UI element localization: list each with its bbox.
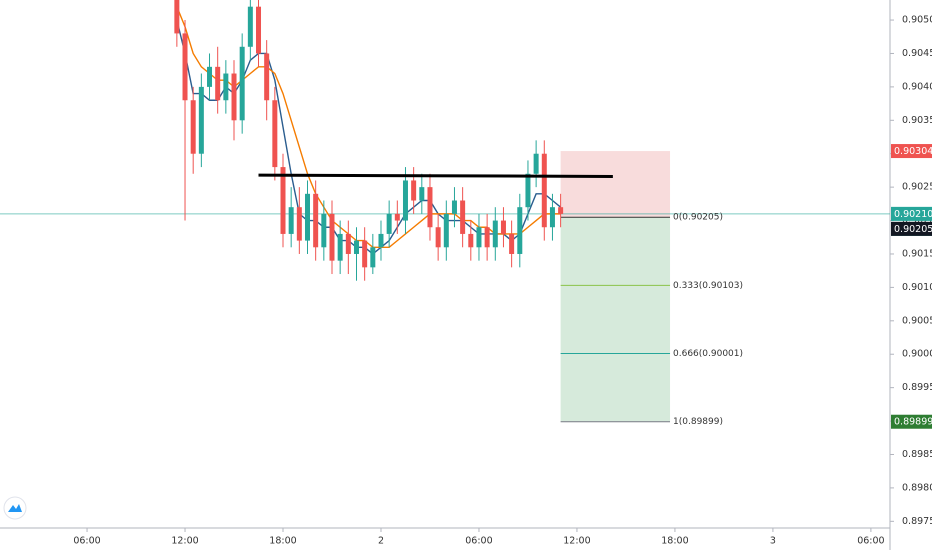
candle-body xyxy=(215,66,221,101)
candle-body xyxy=(451,200,457,214)
logo-icon[interactable] xyxy=(8,504,22,512)
candle-body xyxy=(484,227,490,248)
fib-label: 0.666(0.90001) xyxy=(673,349,743,359)
y-tick-label: 0.90000 xyxy=(902,349,932,360)
x-tick-label: 06:00 xyxy=(857,536,884,547)
y-tick-label: 0.89800 xyxy=(902,482,932,493)
candle-body xyxy=(304,193,310,241)
y-tick-label: 0.90350 xyxy=(902,115,932,126)
trendline xyxy=(258,173,613,178)
candle-body xyxy=(500,220,506,234)
candle-body xyxy=(509,233,515,254)
candle-body xyxy=(313,193,319,248)
candle-body xyxy=(370,247,376,268)
candle-body xyxy=(362,240,368,268)
candle-body xyxy=(533,153,539,174)
candle-body xyxy=(247,6,253,47)
candle-body xyxy=(329,213,335,261)
y-tick-label: 0.90400 xyxy=(902,81,932,92)
candle-body xyxy=(378,233,384,248)
candle-body xyxy=(288,207,294,234)
x-tick-label: 18:00 xyxy=(661,536,688,547)
price-label-box xyxy=(891,221,932,236)
candle-body xyxy=(182,33,188,101)
candle-body xyxy=(549,207,555,228)
candle-body xyxy=(256,6,262,54)
candle-body xyxy=(476,227,482,248)
y-tick-label: 0.89950 xyxy=(902,382,932,393)
candle-body xyxy=(223,73,229,101)
x-tick-label: 12:00 xyxy=(171,536,198,547)
candle-body xyxy=(386,213,392,234)
y-tick-label: 0.89850 xyxy=(902,449,932,460)
x-tick-label: 3 xyxy=(770,536,776,547)
price-label: 0.90210 xyxy=(894,209,932,220)
candle-body xyxy=(198,86,204,154)
candle-body xyxy=(558,207,564,214)
candle-body xyxy=(174,0,180,34)
candle-body xyxy=(394,213,400,221)
candle-body xyxy=(541,153,547,228)
candle-body xyxy=(411,180,417,201)
candle-body xyxy=(321,213,327,248)
fib-label: 0(0.90205) xyxy=(673,213,723,223)
candle-body xyxy=(272,100,278,168)
price-label: 0.89899 xyxy=(894,417,932,428)
candle-body xyxy=(402,180,408,221)
plot: 0(0.90205) 0.333(0.90103) 0.666(0.90001) 1(… xyxy=(0,0,890,427)
candle-body xyxy=(443,213,449,248)
candle-body xyxy=(435,227,441,248)
candle-body xyxy=(427,187,433,228)
candle-body xyxy=(264,53,270,101)
candle-body xyxy=(239,46,245,121)
price-label-box xyxy=(891,206,932,221)
y-tick-label: 0.89750 xyxy=(902,516,932,527)
x-tick-label: 06:00 xyxy=(73,536,100,547)
x-tick-label: 18:00 xyxy=(269,536,296,547)
price-label: 0.90205 xyxy=(894,224,932,235)
candle-body xyxy=(190,100,196,154)
y-tick-label: 0.90150 xyxy=(902,248,932,259)
price-label: 0.90304 xyxy=(894,146,932,157)
candle-body xyxy=(280,167,286,234)
candle-body xyxy=(296,207,302,241)
x-tick-label: 06:00 xyxy=(465,536,492,547)
fib-label: 1(0.89899) xyxy=(673,417,723,427)
y-tick-label: 0.90500 xyxy=(902,15,932,26)
x-tick-label: 2 xyxy=(378,536,384,547)
price-label-box xyxy=(891,414,932,429)
candle-body xyxy=(337,233,343,261)
candle-body xyxy=(517,207,523,254)
candle-body xyxy=(468,233,474,248)
y-tick-label: 0.90050 xyxy=(902,315,932,326)
candle-body xyxy=(231,73,237,121)
candle-body xyxy=(525,173,531,208)
candle-body xyxy=(345,233,351,254)
axes: 0.905000.904500.904000.903500.903000.902… xyxy=(73,15,932,547)
candle-body xyxy=(353,240,359,254)
y-tick-label: 0.90450 xyxy=(902,48,932,59)
candle-body xyxy=(492,220,498,248)
stop-zone xyxy=(560,151,671,218)
target-zone xyxy=(560,217,671,422)
candle-body xyxy=(207,66,213,87)
price-label-box xyxy=(891,144,932,159)
candle-body xyxy=(419,187,425,201)
fib-label: 0.333(0.90103) xyxy=(673,281,743,291)
logo[interactable] xyxy=(3,496,27,520)
y-tick-label: 0.90250 xyxy=(902,182,932,193)
y-tick-label: 0.90100 xyxy=(902,282,932,293)
x-tick-label: 12:00 xyxy=(563,536,590,547)
candle-body xyxy=(460,200,466,234)
